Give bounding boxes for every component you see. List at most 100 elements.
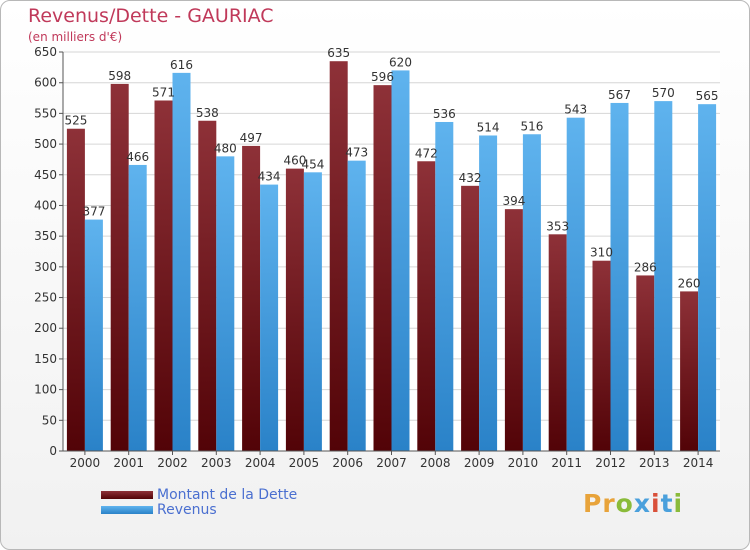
- logo-letter: P: [583, 489, 603, 518]
- x-tick-label: 2012: [595, 456, 626, 470]
- logo-letter: i: [651, 489, 661, 518]
- data-label: 432: [459, 171, 482, 185]
- bar-revenue: [303, 172, 322, 451]
- bar-debt: [285, 168, 304, 451]
- data-label: 543: [564, 103, 587, 117]
- data-label: 377: [82, 205, 105, 219]
- legend-label-debt: Montant de la Dette: [157, 486, 298, 503]
- x-tick-label: 2011: [551, 456, 582, 470]
- data-label: 460: [283, 154, 306, 168]
- data-label: 525: [64, 114, 87, 128]
- data-label: 538: [196, 106, 219, 120]
- data-label: 514: [477, 120, 500, 134]
- y-tick-label: 650: [34, 45, 57, 59]
- data-label: 516: [520, 119, 543, 133]
- legend-item-revenue: Revenus: [101, 501, 297, 518]
- y-tick-label: 350: [34, 229, 57, 243]
- bar-revenue: [654, 101, 673, 451]
- data-label: 466: [126, 150, 149, 164]
- y-tick-label: 600: [34, 76, 57, 90]
- y-tick-label: 400: [34, 198, 57, 212]
- x-tick-label: 2007: [376, 456, 407, 470]
- data-label: 310: [590, 246, 613, 260]
- logo-letter: t: [660, 489, 674, 518]
- data-label: 616: [170, 58, 193, 72]
- data-label: 596: [371, 70, 394, 84]
- data-label: 260: [678, 276, 701, 290]
- legend: Montant de la Dette Revenus: [101, 486, 298, 518]
- x-tick-label: 2003: [201, 456, 232, 470]
- bar-revenue: [479, 135, 498, 451]
- data-label: 635: [327, 46, 350, 60]
- bar-revenue: [698, 104, 717, 451]
- x-tick-label: 2010: [508, 456, 539, 470]
- logo-letter: o: [615, 489, 634, 518]
- y-tick-label: 100: [34, 383, 57, 397]
- y-tick-label: 300: [34, 260, 57, 274]
- bar-revenue: [128, 164, 147, 451]
- data-label: 620: [389, 55, 412, 69]
- data-label: 598: [108, 69, 131, 83]
- bar-debt: [66, 128, 85, 451]
- chart-title: Revenus/Dette - GAURIAC: [28, 5, 274, 27]
- x-tick-label: 2014: [683, 456, 714, 470]
- data-label: 565: [696, 89, 719, 103]
- bar-revenue: [260, 184, 279, 452]
- x-tick-label: 2008: [420, 456, 451, 470]
- x-tick-label: 2005: [289, 456, 320, 470]
- data-label: 434: [258, 170, 281, 184]
- bar-debt: [154, 100, 173, 452]
- y-tick-label: 450: [34, 168, 57, 182]
- bar-revenue: [347, 160, 366, 452]
- data-label: 454: [301, 157, 324, 171]
- bar-revenue: [391, 70, 410, 452]
- y-tick-label: 0: [49, 444, 57, 458]
- data-label: 570: [652, 86, 675, 100]
- x-tick-label: 2004: [245, 456, 276, 470]
- data-label: 480: [214, 141, 237, 155]
- data-label: 472: [415, 146, 438, 160]
- bar-revenue: [522, 134, 541, 452]
- bar-debt: [242, 145, 261, 451]
- x-tick-label: 2001: [113, 456, 144, 470]
- y-tick-label: 150: [34, 352, 57, 366]
- x-tick-label: 2000: [70, 456, 101, 470]
- bar-debt: [198, 120, 217, 452]
- data-label: 567: [608, 88, 631, 102]
- logo-letter: r: [602, 489, 616, 518]
- bar-revenue: [84, 219, 103, 451]
- x-tick-label: 2006: [332, 456, 363, 470]
- data-label: 394: [502, 194, 525, 208]
- legend-swatch-debt: [101, 490, 153, 499]
- legend-swatch-revenue: [101, 505, 153, 514]
- y-tick-label: 500: [34, 137, 57, 151]
- bar-revenue: [216, 156, 235, 451]
- x-tick-label: 2013: [639, 456, 670, 470]
- data-label: 571: [152, 85, 175, 99]
- data-label: 473: [345, 146, 368, 160]
- y-tick-label: 50: [42, 413, 57, 427]
- y-tick-label: 200: [34, 321, 57, 335]
- data-label: 497: [240, 131, 263, 145]
- bar-revenue: [435, 121, 454, 452]
- bar-debt: [680, 291, 699, 451]
- logo-letter: i: [673, 489, 684, 518]
- bar-debt: [110, 83, 129, 452]
- bar-debt: [417, 161, 436, 451]
- data-label: 353: [546, 219, 569, 233]
- bar-revenue: [566, 117, 585, 451]
- bar-debt: [504, 209, 523, 451]
- chart-subtitle: (en milliers d'€): [28, 30, 123, 44]
- y-tick-label: 550: [34, 106, 57, 120]
- data-label: 536: [433, 107, 456, 121]
- bar-revenue: [172, 72, 191, 452]
- data-label: 286: [634, 260, 657, 274]
- bar-debt: [548, 234, 567, 451]
- legend-label-revenue: Revenus: [157, 501, 217, 518]
- bar-debt: [592, 260, 611, 451]
- x-tick-label: 2002: [157, 456, 188, 470]
- bar-revenue: [610, 102, 629, 452]
- proxiti-logo: Proxiti: [583, 489, 683, 518]
